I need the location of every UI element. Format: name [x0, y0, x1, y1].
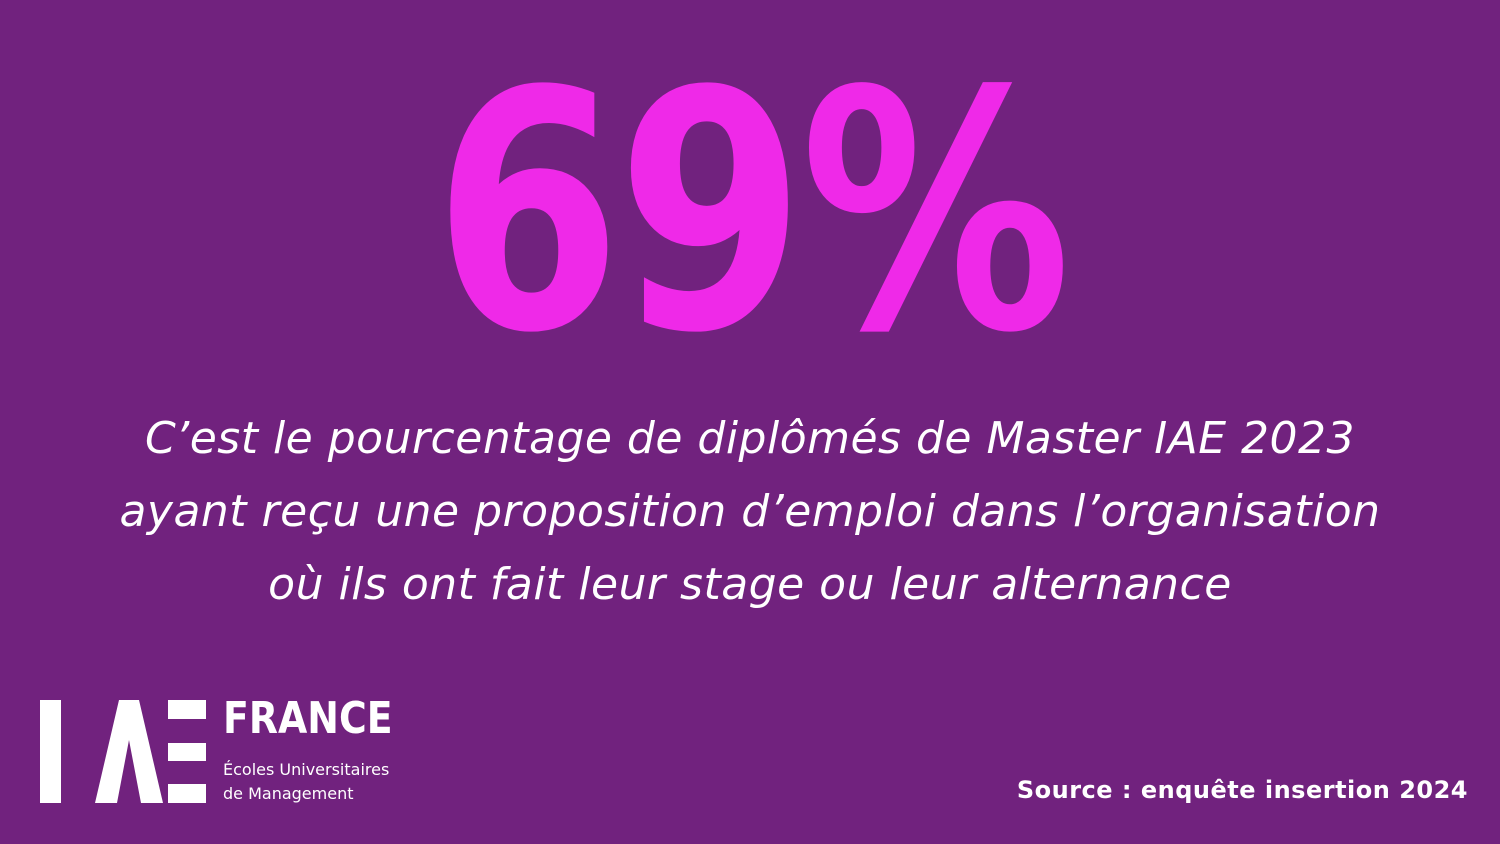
stat-value: 69%: [433, 21, 1072, 405]
description-line: où ils ont fait leur stage ou leur alter…: [268, 559, 1232, 610]
description-line: ayant reçu une proposition d’emploi dans…: [119, 486, 1381, 537]
stat-description: C’est le pourcentage de diplômés de Mast…: [0, 402, 1500, 621]
iae-logo-mark: [40, 700, 206, 803]
description-line: C’est le pourcentage de diplômés de Mast…: [144, 413, 1356, 464]
source-note: Source : enquête insertion 2024: [1016, 776, 1468, 804]
logo-tagline: Écoles Universitaires de Management: [223, 758, 389, 806]
logo-tagline-line: Écoles Universitaires: [223, 760, 390, 779]
logo-tagline-line: de Management: [223, 784, 354, 803]
iae-france-logo: FRANCE Écoles Universitaires de Manageme…: [40, 693, 420, 806]
logo-wordmark: FRANCE: [223, 693, 393, 744]
